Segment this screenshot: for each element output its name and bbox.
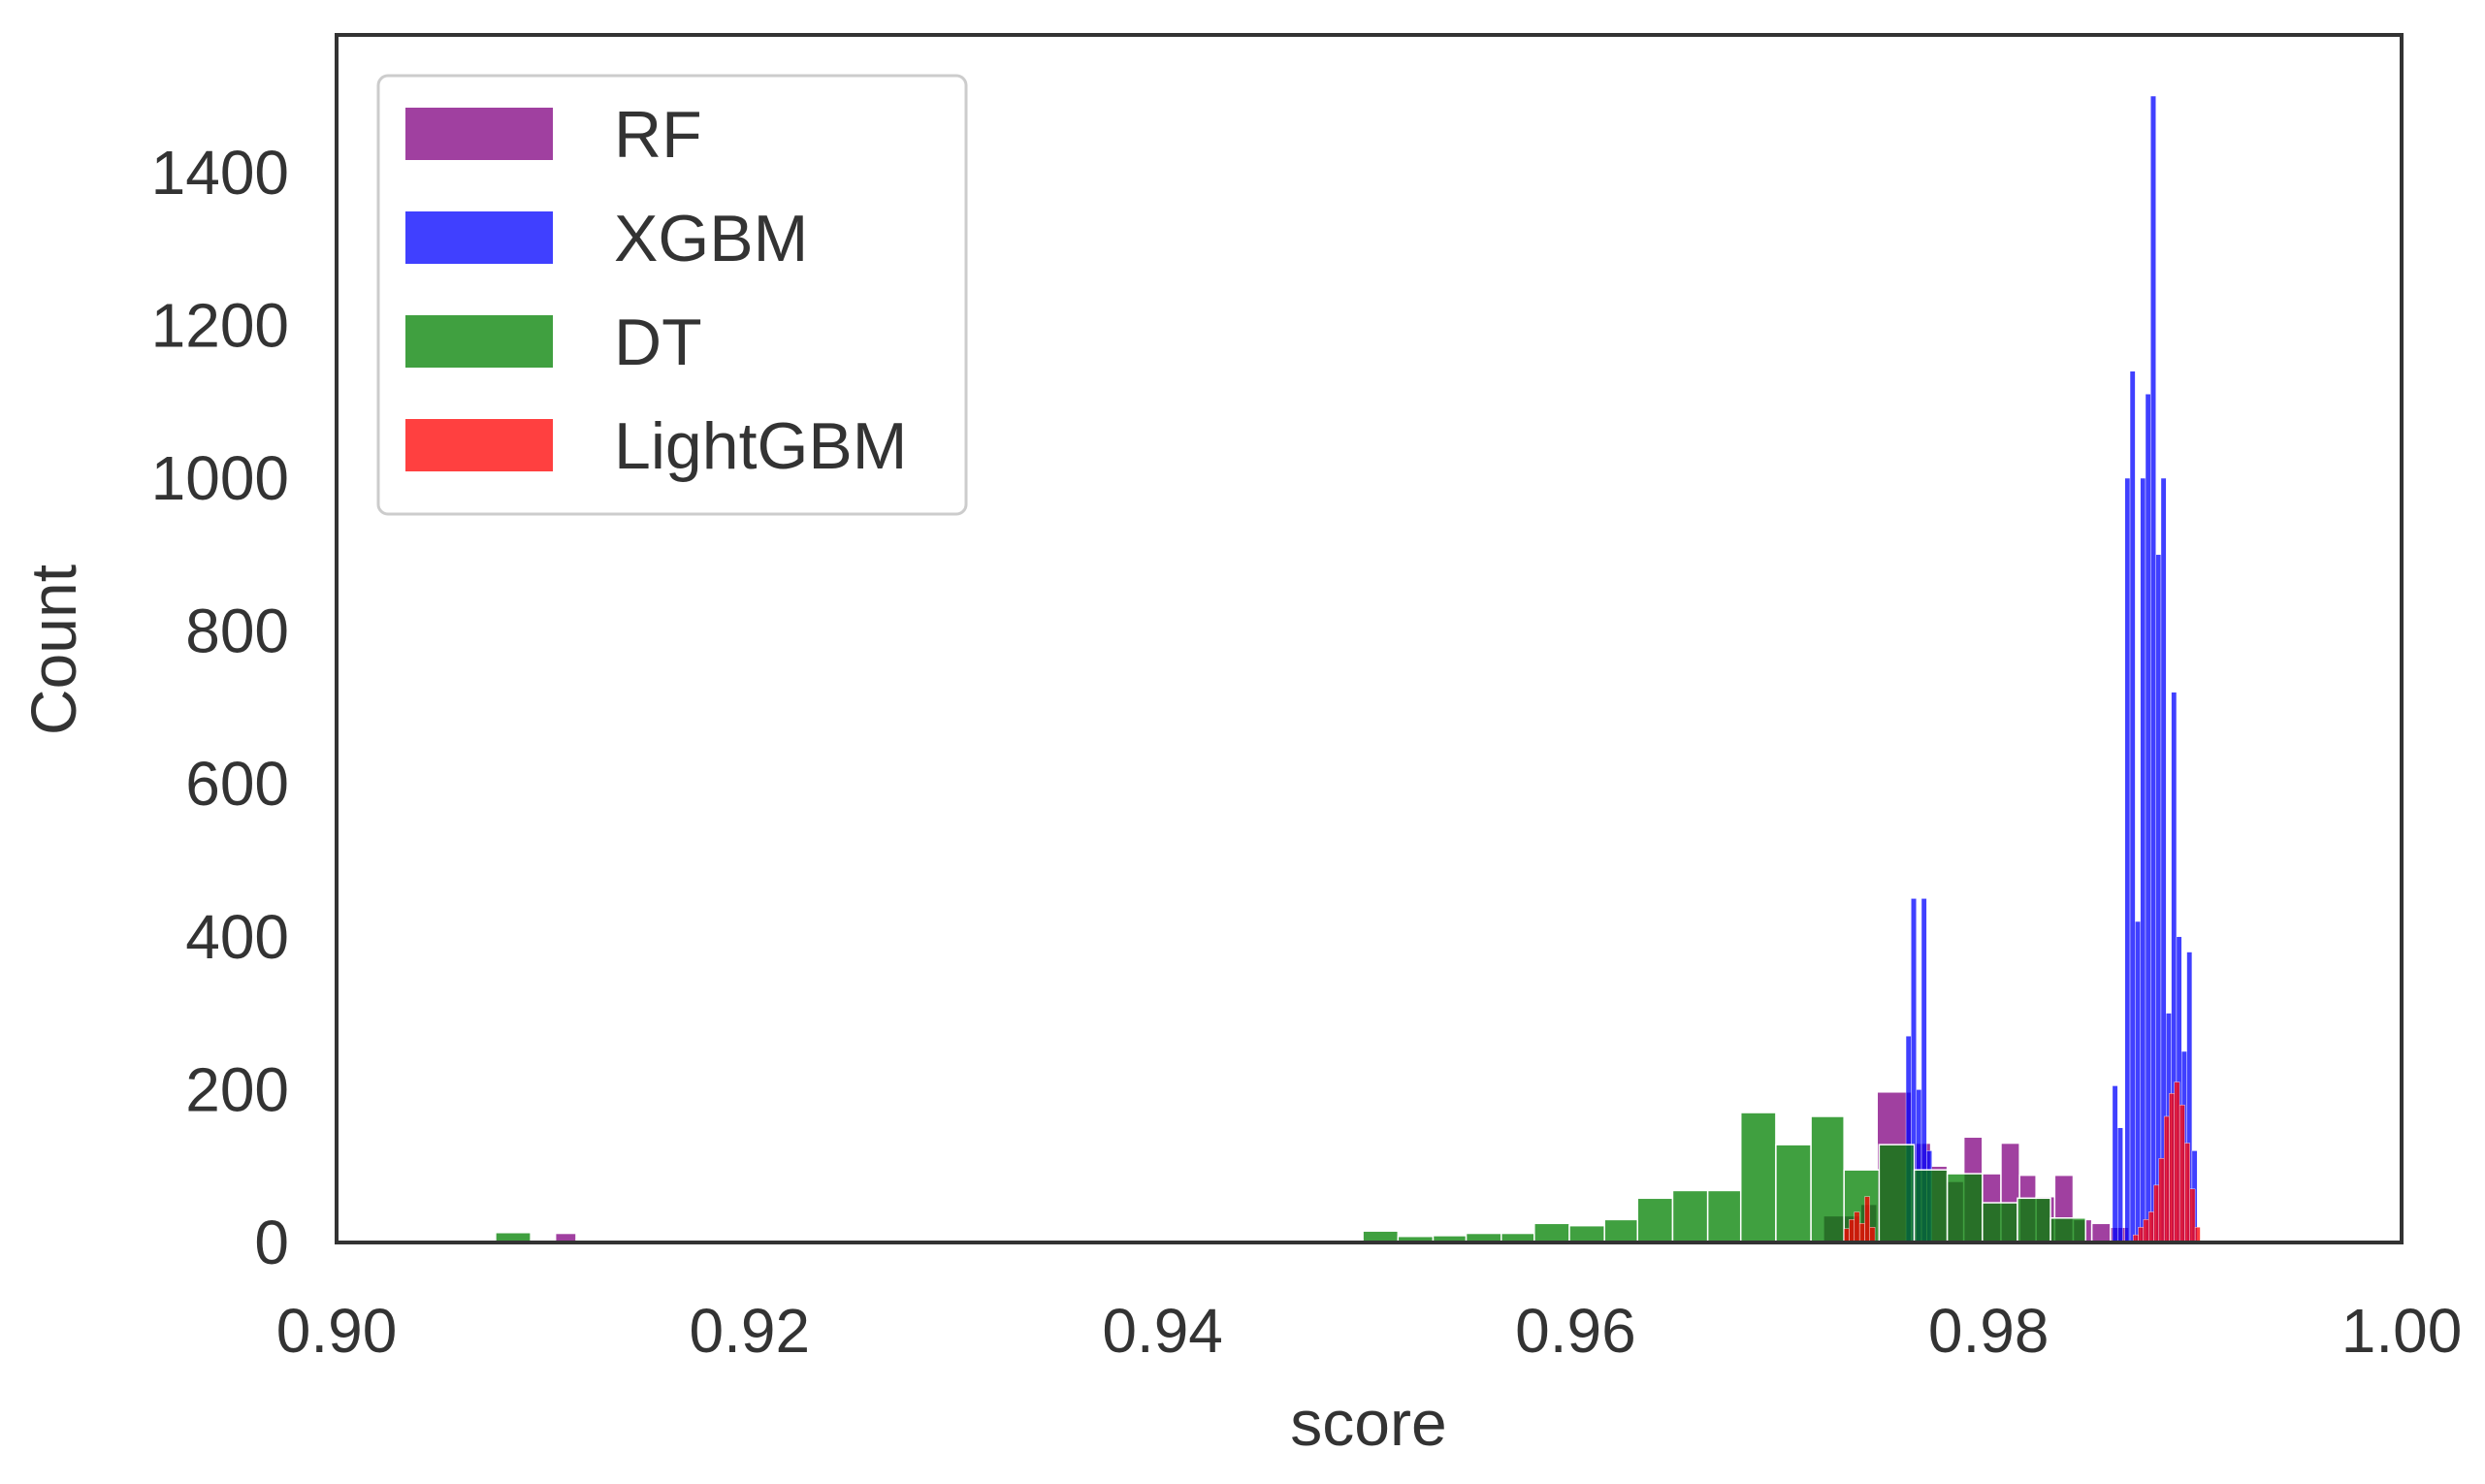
- bar-dt-10: [1671, 1189, 1709, 1243]
- legend: RF XGBM DT LightGBM: [376, 74, 968, 516]
- bar-lightgbm-18: [2194, 1227, 2201, 1243]
- bar-lightgbm-4: [1864, 1196, 1870, 1243]
- bar-rf-14: [2090, 1222, 2112, 1243]
- bar-xgbm-6: [2117, 1127, 2123, 1243]
- bar-lightgbm-0: [1843, 1228, 1850, 1243]
- legend-label-xgbm: XGBM: [614, 202, 808, 275]
- x-axis-label: score: [1290, 1387, 1446, 1459]
- plot-frame: [335, 33, 2404, 1244]
- bar-lightgbm-15: [2178, 1104, 2185, 1243]
- y-tick-label: 0: [254, 1208, 289, 1277]
- y-tick-label: 400: [185, 902, 289, 972]
- bar-lightgbm-14: [2174, 1081, 2180, 1243]
- legend-swatch-rf: [405, 108, 553, 160]
- bar-lightgbm-8: [2143, 1219, 2149, 1243]
- bar-lightgbm-13: [2169, 1093, 2176, 1243]
- bar-dt-19: [1982, 1202, 2018, 1243]
- bar-dt-12: [1739, 1112, 1777, 1243]
- legend-label-rf: RF: [614, 98, 702, 172]
- bar-xgbm-10: [2140, 477, 2146, 1243]
- bar-dt-18: [1946, 1173, 1984, 1243]
- x-tick-label: 0.90: [276, 1296, 398, 1366]
- y-tick-label: 800: [185, 597, 289, 666]
- x-axis-ticks: 0.90 0.92 0.94 0.96 0.98 1.00: [276, 1296, 2463, 1366]
- bar-dt-13: [1775, 1144, 1812, 1243]
- bar-xgbm-12: [2150, 95, 2156, 1243]
- bar-dt-16: [1878, 1144, 1916, 1243]
- bar-lightgbm-5: [1869, 1227, 1876, 1243]
- bar-dt-6: [1533, 1222, 1570, 1243]
- legend-swatch-lightgbm: [405, 419, 553, 471]
- bar-lightgbm-10: [2153, 1184, 2160, 1243]
- bar-dt-8: [1603, 1218, 1639, 1243]
- bar-lightgbm-17: [2189, 1188, 2196, 1243]
- y-tick-label: 200: [185, 1054, 289, 1124]
- bar-xgbm-9: [2135, 920, 2141, 1243]
- bar-dt-9: [1636, 1197, 1674, 1243]
- bar-dt-17: [1913, 1169, 1949, 1243]
- legend-label-lightgbm: LightGBM: [614, 409, 907, 483]
- y-tick-label: 600: [185, 749, 289, 819]
- bar-dt-11: [1706, 1189, 1742, 1243]
- y-tick-label: 1000: [151, 443, 289, 513]
- y-tick-label: 1400: [151, 138, 289, 208]
- bar-xgbm-7: [2124, 477, 2131, 1243]
- bar-xgbm-8: [2129, 371, 2136, 1243]
- x-tick-label: 0.92: [690, 1296, 811, 1366]
- y-tick-label: 1200: [151, 290, 289, 360]
- bar-dt-20: [2017, 1197, 2051, 1243]
- bar-dt-14: [1810, 1115, 1845, 1243]
- legend-label-dt: DT: [614, 306, 702, 379]
- legend-swatch-xgbm: [405, 211, 553, 264]
- bar-xgbm-11: [2145, 394, 2151, 1243]
- bar-xgbm-13: [2155, 554, 2162, 1243]
- legend-swatch-dt: [405, 315, 553, 368]
- x-tick-label: 0.94: [1102, 1296, 1223, 1366]
- bar-lightgbm-7: [2138, 1227, 2145, 1243]
- bar-lightgbm-16: [2184, 1143, 2190, 1243]
- bar-lightgbm-12: [2163, 1115, 2170, 1243]
- legend-box: [376, 74, 968, 516]
- y-axis-label: Count: [17, 565, 89, 735]
- bar-xgbm-5: [2112, 1085, 2118, 1243]
- x-tick-label: 0.98: [1928, 1296, 2049, 1366]
- y-axis-ticks: 0 200 400 600 800 1000 1200 1400: [151, 138, 289, 1277]
- bar-dt-7: [1568, 1224, 1605, 1243]
- x-tick-label: 0.96: [1515, 1296, 1636, 1366]
- bar-lightgbm-1: [1849, 1219, 1856, 1243]
- bar-lightgbm-11: [2158, 1158, 2165, 1243]
- bar-lightgbm-3: [1858, 1223, 1865, 1243]
- bar-lightgbm-2: [1854, 1211, 1860, 1243]
- bar-dt-21: [2049, 1217, 2087, 1243]
- bar-lightgbm-9: [2147, 1211, 2154, 1243]
- x-tick-label: 1.00: [2341, 1296, 2463, 1366]
